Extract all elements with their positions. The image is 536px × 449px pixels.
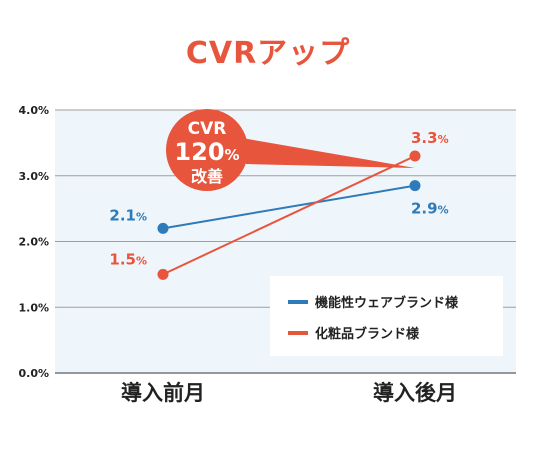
y-tick-label: 4.0% <box>18 104 49 117</box>
data-label: 3.3% <box>411 129 449 147</box>
callout-pointer <box>242 138 415 168</box>
series-line <box>162 155 416 276</box>
data-label-unit: % <box>136 210 147 223</box>
callout-line1: CVR <box>188 119 227 139</box>
callout-line3: 改善 <box>191 167 223 186</box>
legend-box <box>270 276 503 356</box>
series-line <box>162 184 416 230</box>
data-point <box>409 150 421 162</box>
legend-entry-label: 化粧品ブランド様 <box>315 326 420 342</box>
legend-entry-label: 機能性ウェアブランド様 <box>315 295 459 311</box>
data-point <box>409 180 421 192</box>
callout-percent-unit: % <box>225 146 240 164</box>
data-point <box>157 222 169 234</box>
data-label-value: 1.5 <box>109 250 136 268</box>
chart-title: CVRアップ <box>185 36 351 71</box>
callout-bubble <box>166 109 248 191</box>
y-tick-label: 1.0% <box>18 301 49 314</box>
callout-percent-value: 120 <box>174 138 224 166</box>
data-label-value: 2.9 <box>411 200 438 218</box>
x-category-label: 導入前月 <box>121 381 205 405</box>
y-tick-label: 2.0% <box>18 236 49 249</box>
data-point <box>157 268 169 280</box>
data-label: 1.5% <box>109 250 147 268</box>
data-label-unit: % <box>438 133 449 146</box>
y-tick-label: 3.0% <box>18 170 49 183</box>
data-label: 2.1% <box>109 206 147 224</box>
x-category-label: 導入後月 <box>373 381 457 405</box>
data-label-unit: % <box>438 204 449 217</box>
callout-line2: 120% <box>174 138 239 166</box>
y-tick-label: 0.0% <box>18 367 49 380</box>
data-label-value: 2.1 <box>109 206 136 224</box>
data-label: 2.9% <box>411 200 449 218</box>
data-label-value: 3.3 <box>411 129 438 147</box>
data-label-unit: % <box>136 254 147 267</box>
